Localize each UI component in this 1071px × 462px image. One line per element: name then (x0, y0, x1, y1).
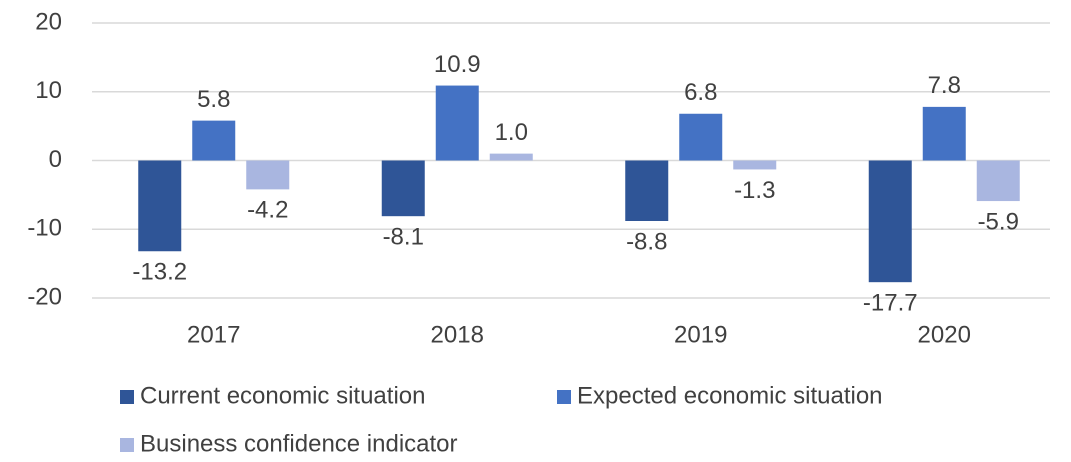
bar (138, 160, 182, 252)
bar (246, 160, 290, 190)
bar (976, 160, 1020, 202)
y-tick-label: -20 (27, 283, 62, 310)
bar (868, 160, 912, 283)
bar (192, 120, 236, 161)
legend-label: Current economic situation (140, 382, 425, 409)
legend-label: Expected economic situation (577, 382, 883, 409)
legend-swatch (557, 390, 571, 404)
value-label: -13.2 (132, 259, 187, 286)
legend-swatch (120, 438, 134, 452)
value-label: -8.1 (383, 224, 424, 251)
x-tick-label: 2017 (187, 321, 240, 348)
legend-label: Business confidence indicator (140, 430, 458, 457)
bar (381, 160, 425, 217)
y-tick-label: 10 (35, 77, 62, 104)
y-tick-label: 20 (35, 8, 62, 35)
bar (489, 153, 533, 161)
value-label: -1.3 (734, 177, 775, 204)
x-tick-label: 2019 (674, 321, 727, 348)
bar (435, 85, 479, 161)
legend-swatch (120, 390, 134, 404)
value-label: -5.9 (978, 208, 1019, 235)
value-label: -8.8 (626, 228, 667, 255)
x-tick-label: 2020 (918, 321, 971, 348)
y-tick-label: 0 (49, 146, 62, 173)
value-label: 1.0 (495, 119, 528, 146)
bar (625, 160, 669, 221)
value-label: -17.7 (863, 290, 918, 317)
bar (922, 106, 966, 161)
x-tick-label: 2018 (431, 321, 484, 348)
y-tick-label: -10 (27, 215, 62, 242)
value-label: 7.8 (928, 72, 961, 99)
value-label: 10.9 (434, 51, 481, 78)
value-label: -4.2 (247, 197, 288, 224)
value-label: 5.8 (197, 86, 230, 113)
bar (679, 113, 723, 161)
value-label: 6.8 (684, 79, 717, 106)
bar (733, 160, 777, 170)
